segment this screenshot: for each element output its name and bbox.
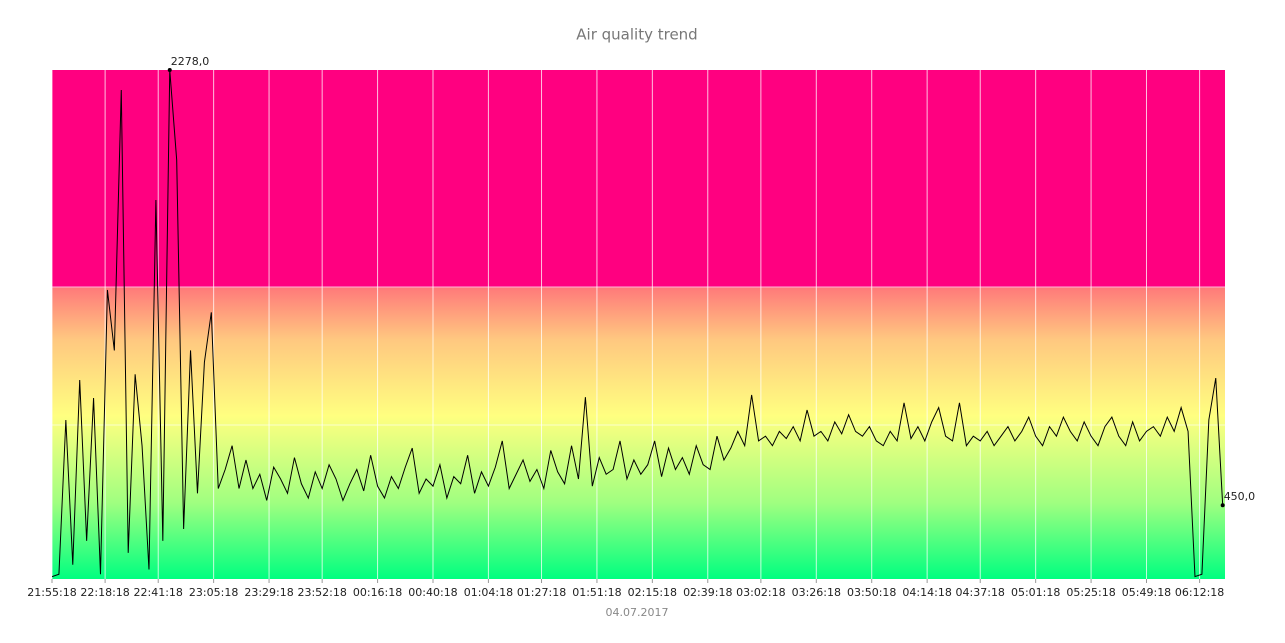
x-tick-label: 02:15:18 [628,586,677,599]
x-tick-label: 22:18:18 [80,586,129,599]
x-tick-label: 21:55:18 [27,586,76,599]
x-tick-label: 06:12:18 [1175,586,1224,599]
x-tick-label: 03:50:18 [847,586,896,599]
chart-title: Air quality trend [576,26,697,44]
x-tick-label: 01:04:18 [464,586,513,599]
data-label: 2278,0 [171,55,210,68]
x-tick-label: 05:49:18 [1122,586,1171,599]
x-axis-label: 04.07.2017 [606,606,669,619]
x-tick-label: 04:14:18 [902,586,951,599]
x-tick-label: 05:25:18 [1066,586,1115,599]
point-marker [167,68,172,72]
x-tick-label: 04:37:18 [956,586,1005,599]
plot-area [52,70,1225,579]
x-tick-label: 01:27:18 [517,586,566,599]
x-tick-label: 22:41:18 [134,586,183,599]
x-tick-label: 03:26:18 [792,586,841,599]
x-tick-label: 23:29:18 [244,586,293,599]
x-tick-label: 01:51:18 [572,586,621,599]
data-label: 450,0 [1224,490,1256,503]
line [52,69,1224,578]
x-tick-label: 23:05:18 [189,586,238,599]
x-tick-label: 00:16:18 [353,586,402,599]
x-tick-label: 05:01:18 [1011,586,1060,599]
x-tick-label: 03:02:18 [736,586,785,599]
x-tick-label: 23:52:18 [297,586,346,599]
x-tick-label: 02:39:18 [683,586,732,599]
point-marker [1220,503,1225,508]
x-tick-label: 00:40:18 [408,586,457,599]
